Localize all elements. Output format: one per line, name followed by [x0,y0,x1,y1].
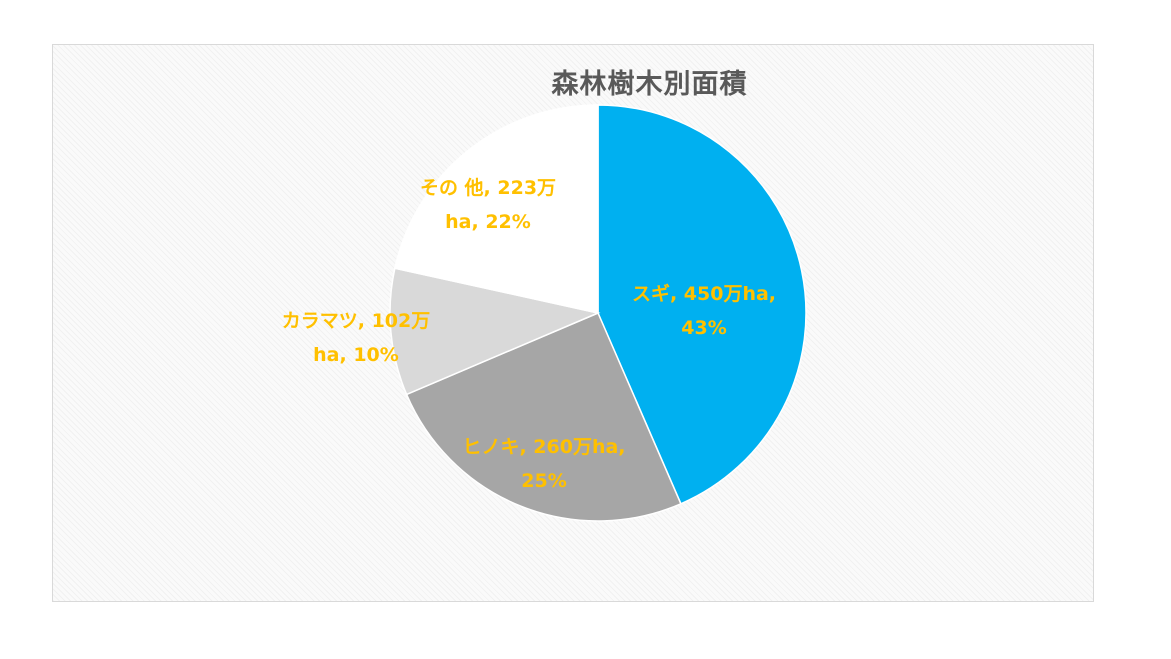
slice-label-line: ha, 22% [445,211,531,233]
chart-title: 森林樹木別面積 [551,69,748,100]
slice-karamatsu [389,267,601,396]
slice-hinoki [405,312,682,522]
slice-label-line: その 他, 223万 [420,176,556,199]
pie-slices [389,104,807,522]
slice-label-line: 25% [521,470,566,492]
label-karamatsu: カラマツ, 102万 ha, 10% [282,310,431,366]
slice-label-line: ha, 10% [313,344,399,366]
slice-label-line: ヒノキ, 260万ha, [462,436,625,458]
slice-label-line: 43% [681,317,726,339]
label-hinoki: ヒノキ, 260万ha, 25% [462,436,625,492]
label-other: その 他, 223万 ha, 22% [420,176,556,233]
slice-labels: スギ, 450万ha, 43% ヒノキ, 260万ha, 25% カラマツ, 102万 h… [282,176,776,492]
slice-label-line: カラマツ, 102万 [282,310,431,332]
label-sugi: スギ, 450万ha, 43% [632,283,776,339]
slice-other [393,104,599,314]
slice-sugi [597,104,807,505]
slice-label-line: スギ, 450万ha, [632,283,776,305]
